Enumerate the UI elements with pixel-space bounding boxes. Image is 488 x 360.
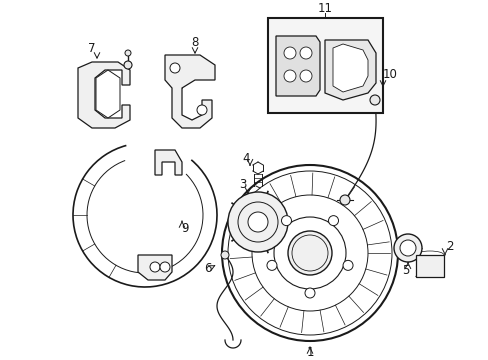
Circle shape	[266, 260, 276, 270]
Circle shape	[284, 70, 295, 82]
Circle shape	[197, 105, 206, 115]
Text: 7: 7	[88, 41, 96, 54]
Polygon shape	[332, 44, 367, 92]
Circle shape	[339, 195, 349, 205]
Circle shape	[369, 95, 379, 105]
Polygon shape	[96, 70, 120, 118]
Text: 1: 1	[305, 346, 313, 360]
Circle shape	[328, 216, 338, 226]
Circle shape	[247, 212, 267, 232]
Circle shape	[399, 240, 415, 256]
Circle shape	[170, 63, 180, 73]
Text: 2: 2	[446, 240, 453, 253]
Bar	[267, 18, 382, 113]
Circle shape	[299, 47, 311, 59]
Polygon shape	[275, 36, 319, 96]
Circle shape	[125, 50, 131, 56]
Circle shape	[284, 47, 295, 59]
Circle shape	[287, 231, 331, 275]
Circle shape	[343, 260, 352, 270]
Bar	[415, 255, 443, 277]
Text: 9: 9	[181, 221, 188, 234]
Text: 3: 3	[239, 177, 246, 190]
Circle shape	[227, 192, 287, 252]
Polygon shape	[155, 150, 182, 175]
Polygon shape	[138, 255, 172, 280]
Circle shape	[124, 61, 132, 69]
Polygon shape	[164, 55, 215, 128]
Circle shape	[281, 216, 291, 226]
Polygon shape	[325, 40, 375, 100]
Text: 8: 8	[191, 36, 198, 49]
Text: 10: 10	[382, 68, 397, 81]
Circle shape	[150, 262, 160, 272]
Text: 6: 6	[204, 261, 211, 274]
Circle shape	[160, 262, 170, 272]
Text: 5: 5	[402, 264, 409, 276]
Text: 4: 4	[242, 152, 249, 165]
Circle shape	[305, 288, 314, 298]
Circle shape	[393, 234, 421, 262]
Text: 11: 11	[317, 1, 332, 14]
Polygon shape	[78, 62, 130, 128]
Circle shape	[299, 70, 311, 82]
Circle shape	[221, 251, 228, 259]
